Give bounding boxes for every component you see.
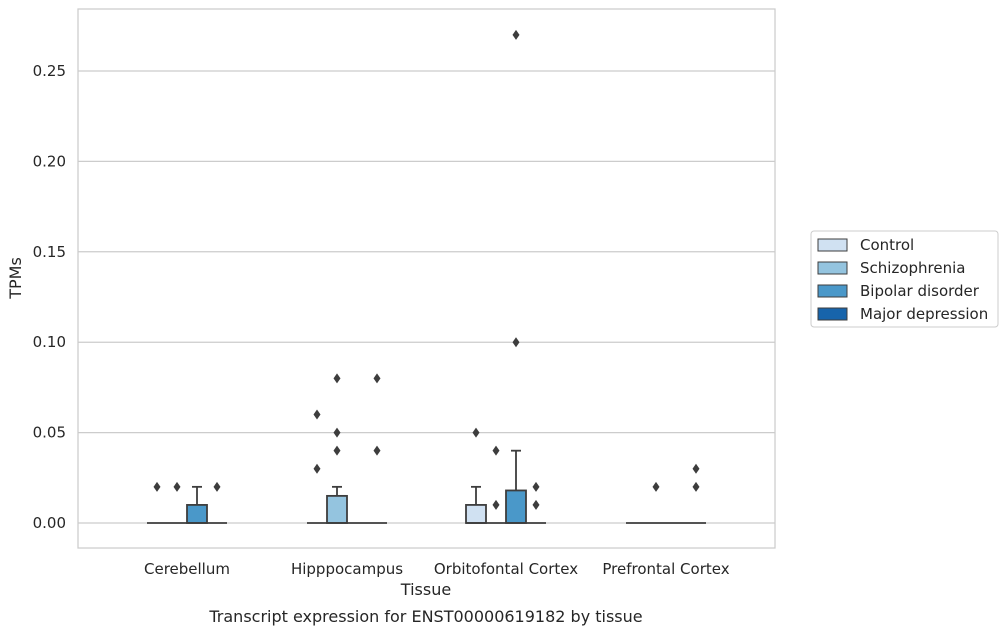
box-major-depression bbox=[207, 481, 227, 524]
outlier-point bbox=[153, 481, 161, 492]
outlier-point bbox=[373, 445, 381, 456]
outlier-point bbox=[532, 499, 540, 510]
box-body bbox=[465, 504, 487, 524]
box-control bbox=[307, 409, 327, 524]
outlier-point bbox=[692, 481, 700, 492]
y-tick-label: 0.15 bbox=[33, 243, 66, 261]
box-major-depression bbox=[367, 373, 387, 524]
x-tick-label: Cerebellum bbox=[144, 560, 230, 578]
x-axis-title: Tissue bbox=[400, 580, 451, 599]
x-tick-label: Orbitofontal Cortex bbox=[434, 560, 578, 578]
outlier-point bbox=[472, 427, 480, 438]
box-schizophrenia bbox=[646, 481, 666, 524]
chart-caption: Transcript expression for ENST0000061918… bbox=[208, 607, 642, 626]
box-body bbox=[505, 489, 527, 524]
y-tick-label: 0.10 bbox=[33, 333, 66, 351]
box-major-depression bbox=[686, 463, 706, 524]
box-major-depression bbox=[526, 481, 546, 524]
box-control bbox=[465, 427, 487, 524]
legend-label: Bipolar disorder bbox=[860, 282, 980, 300]
x-tick-label: Prefrontal Cortex bbox=[602, 560, 729, 578]
outlier-point bbox=[512, 337, 520, 348]
outlier-point bbox=[532, 481, 540, 492]
outlier-point bbox=[492, 445, 500, 456]
outlier-point bbox=[333, 373, 341, 384]
y-tick-label: 0.00 bbox=[33, 514, 66, 532]
x-tick-label: Hipppocampus bbox=[291, 560, 403, 578]
boxes-layer bbox=[147, 29, 706, 524]
outlier-point bbox=[313, 463, 321, 474]
box-schizophrenia bbox=[486, 445, 506, 524]
y-tick-labels: 0.00 0.05 0.10 0.15 0.20 0.25 bbox=[33, 62, 66, 532]
legend-label: Schizophrenia bbox=[860, 259, 965, 277]
outlier-point bbox=[492, 499, 500, 510]
legend: Control Schizophrenia Bipolar disorder Majo… bbox=[810, 230, 999, 328]
legend-frame bbox=[810, 230, 999, 328]
legend-swatch bbox=[817, 238, 848, 252]
outlier-point bbox=[333, 445, 341, 456]
plot-frame bbox=[77, 8, 776, 549]
y-tick-label: 0.20 bbox=[33, 152, 66, 170]
outlier-point bbox=[213, 481, 221, 492]
box-body bbox=[186, 504, 208, 524]
legend-label: Control bbox=[860, 236, 914, 254]
legend-swatch bbox=[817, 284, 848, 298]
box-bipolar-disorder bbox=[186, 485, 208, 524]
outlier-point bbox=[652, 481, 660, 492]
y-axis-title: TPMs bbox=[6, 257, 25, 300]
outlier-point bbox=[313, 409, 321, 420]
box-control bbox=[147, 481, 167, 524]
box-body bbox=[326, 494, 348, 524]
outlier-point bbox=[373, 373, 381, 384]
box-bipolar-disorder bbox=[505, 29, 527, 524]
outlier-point bbox=[333, 427, 341, 438]
y-tick-label: 0.25 bbox=[33, 62, 66, 80]
box-schizophrenia bbox=[167, 481, 187, 524]
x-tick-labels: Cerebellum Hipppocampus Orbitofontal Corte… bbox=[144, 560, 730, 578]
outlier-point bbox=[692, 463, 700, 474]
legend-swatch bbox=[817, 307, 848, 321]
legend-label: Major depression bbox=[860, 305, 988, 323]
outlier-point bbox=[173, 481, 181, 492]
legend-swatch bbox=[817, 261, 848, 275]
box-schizophrenia bbox=[326, 373, 348, 524]
plot-background bbox=[78, 9, 775, 548]
outlier-point bbox=[512, 29, 520, 40]
y-tick-label: 0.05 bbox=[33, 424, 66, 442]
